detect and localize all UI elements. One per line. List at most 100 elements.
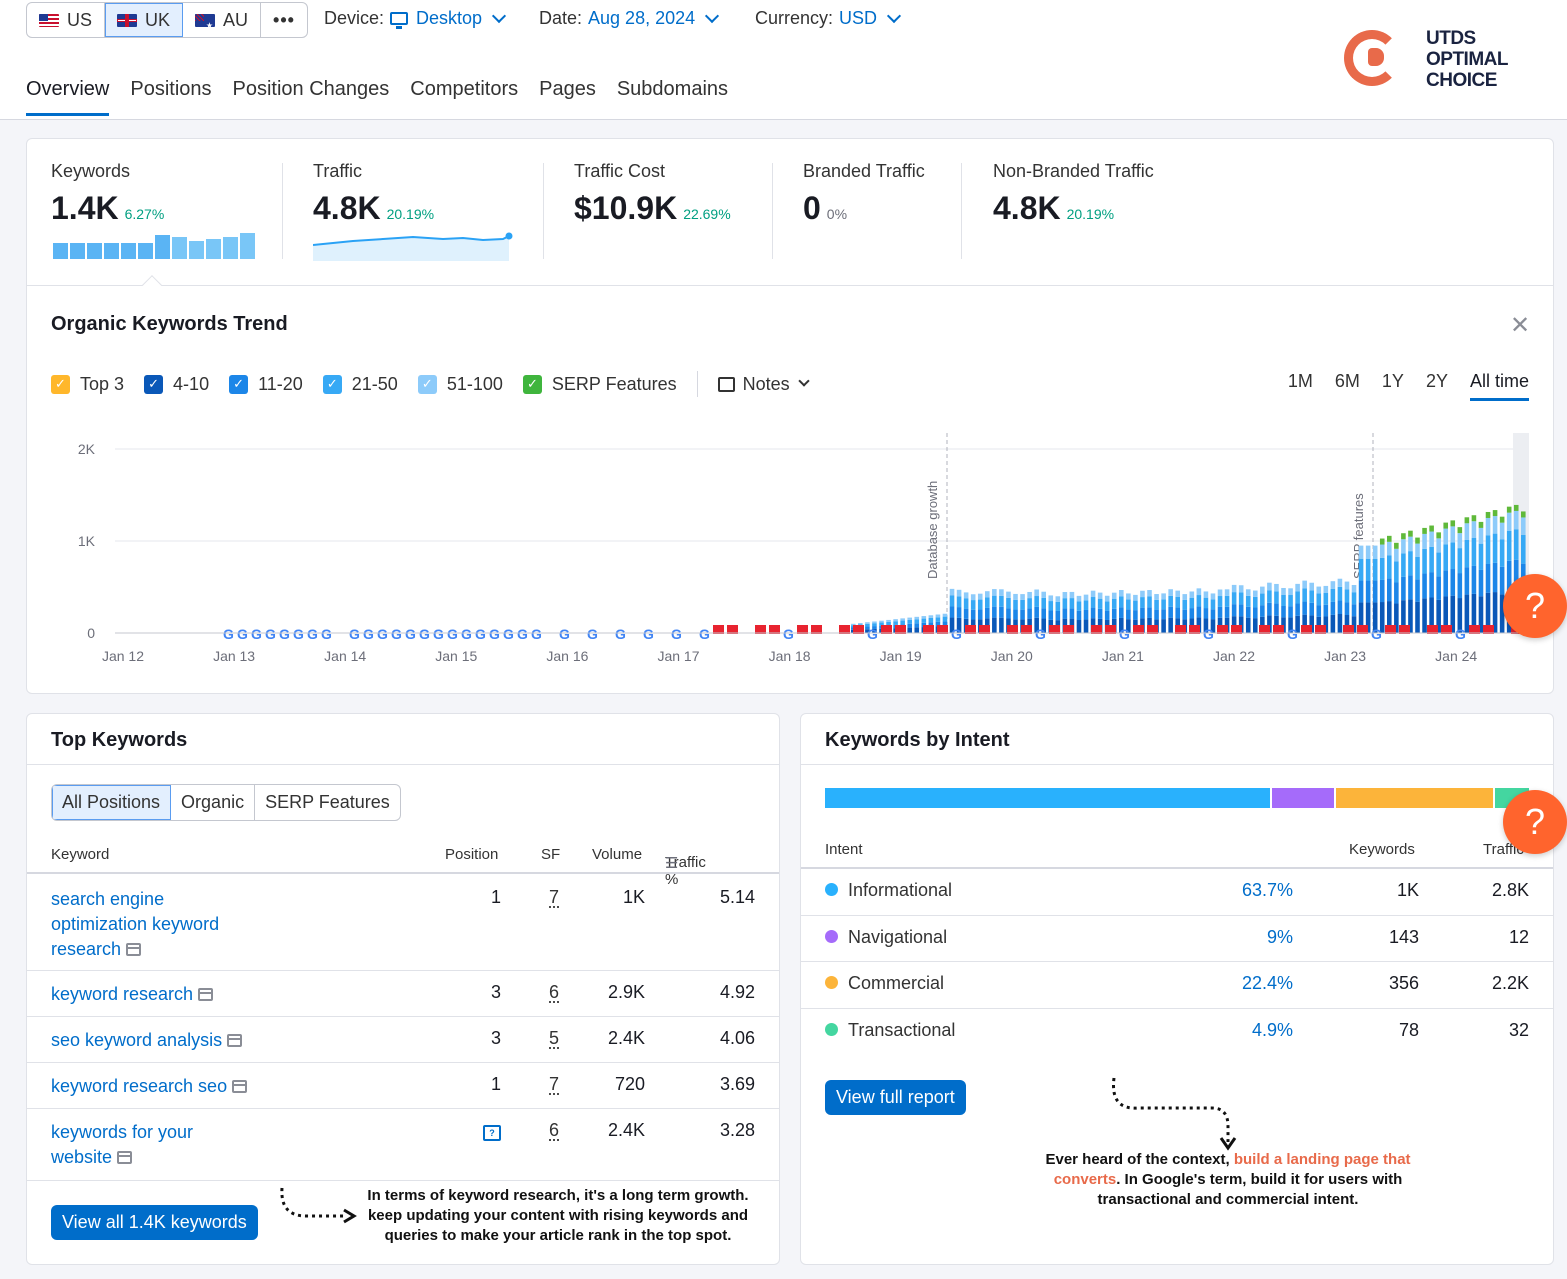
date-filter[interactable]: Date: Aug 28, 2024 xyxy=(539,8,721,29)
flag-marker xyxy=(1091,625,1102,634)
trend-bar xyxy=(1168,606,1173,618)
legend-21-50[interactable]: ✓ 21-50 xyxy=(322,374,398,395)
kpi-keywords[interactable]: Keywords 1.4K 6.27% xyxy=(51,161,165,226)
period-1y[interactable]: 1Y xyxy=(1381,371,1404,391)
period-2y[interactable]: 2Y xyxy=(1425,371,1448,391)
trend-bar xyxy=(985,591,990,598)
period-6m[interactable]: 6M xyxy=(1334,371,1360,391)
tab-positions[interactable]: Positions xyxy=(130,78,212,100)
trend-bar xyxy=(1260,593,1265,606)
tab-position-changes[interactable]: Position Changes xyxy=(232,78,390,100)
serp-snapshot-icon[interactable] xyxy=(117,1151,133,1164)
tab-competitors[interactable]: Competitors xyxy=(410,78,519,100)
serp-feature-bar xyxy=(1499,516,1505,523)
trend-bar xyxy=(900,620,905,625)
view-all-keywords-button[interactable]: View all 1.4K keywords xyxy=(51,1205,258,1240)
close-icon[interactable]: ✕ xyxy=(1510,312,1531,339)
trend-bar xyxy=(1302,580,1307,589)
trend-bar xyxy=(1365,580,1371,603)
serp-snapshot-icon[interactable] xyxy=(198,988,214,1001)
trend-bar xyxy=(1147,590,1152,597)
trend-bar xyxy=(942,621,948,627)
tab-pages[interactable]: Pages xyxy=(539,78,596,100)
kpi-traffic-cost[interactable]: Traffic Cost $10.9K 22.69% xyxy=(574,161,731,226)
flag-marker xyxy=(1189,625,1200,634)
keyword-link[interactable]: keyword research seo xyxy=(51,1074,371,1099)
mini-bar xyxy=(155,235,170,259)
help-button[interactable]: ? xyxy=(1503,574,1567,638)
serp-snapshot-icon[interactable] xyxy=(227,1034,243,1047)
trend-bar xyxy=(1161,609,1166,620)
segment-all-positions[interactable]: All Positions xyxy=(52,785,172,820)
trend-bar xyxy=(1372,558,1378,581)
keyword-link[interactable]: search engine optimization keyword resea… xyxy=(51,889,220,959)
period-all-time[interactable]: All time xyxy=(1469,371,1529,401)
trend-bar xyxy=(1281,594,1286,606)
more-databases-button[interactable]: ••• xyxy=(273,9,295,30)
flag-marker xyxy=(1385,625,1396,634)
trend-bar xyxy=(928,615,934,618)
keyword-link[interactable]: keyword research xyxy=(51,982,371,1007)
currency-filter[interactable]: Currency: USD xyxy=(755,8,903,29)
serp-feature-bar xyxy=(1492,510,1498,517)
kpi-non-branded-traffic[interactable]: Non-Branded Traffic 4.8K 20.19% xyxy=(993,161,1154,226)
database-uk-button[interactable]: UK xyxy=(105,3,184,37)
google-update-icon: G xyxy=(475,626,486,642)
intent-bar-segment[interactable] xyxy=(825,788,1270,808)
database-us-button[interactable]: US xyxy=(27,3,106,37)
serp-feature-bar xyxy=(1415,537,1420,544)
segment-organic[interactable]: Organic xyxy=(171,785,256,820)
segment-serp-features[interactable]: SERP Features xyxy=(265,792,390,812)
keyword-link[interactable]: seo keyword analysis xyxy=(51,1028,371,1053)
intent-bar-segment[interactable] xyxy=(1336,788,1493,808)
x-tick-label: Jan 24 xyxy=(1435,648,1477,664)
serp-snapshot-icon[interactable] xyxy=(126,943,142,956)
trend-bar xyxy=(999,589,1004,596)
trend-bar xyxy=(928,617,934,623)
flag-marker xyxy=(1427,625,1438,634)
tab-subdomains[interactable]: Subdomains xyxy=(616,78,729,100)
google-update-icon: G xyxy=(1203,626,1214,642)
kpi-traffic[interactable]: Traffic 4.8K 20.19% xyxy=(313,161,435,226)
trend-bar xyxy=(1196,595,1202,607)
trend-bar xyxy=(1196,606,1202,618)
trend-bar xyxy=(949,606,955,618)
flag-marker xyxy=(1021,625,1032,634)
trend-bar xyxy=(1182,609,1188,620)
mini-bar xyxy=(70,243,85,259)
trend-bar xyxy=(921,622,927,628)
serp-snapshot-icon[interactable] xyxy=(232,1080,248,1093)
feature-snippet-icon[interactable]: ? xyxy=(483,1125,501,1141)
y-tick-label: 0 xyxy=(87,625,95,641)
legend-serp-features[interactable]: ✓ SERP Features xyxy=(522,374,677,395)
trend-bar xyxy=(1323,616,1329,633)
mini-bar xyxy=(189,241,204,259)
trend-bar xyxy=(1394,561,1399,583)
legend-51-100[interactable]: ✓ 51-100 xyxy=(417,374,503,395)
trend-bar xyxy=(1485,592,1491,633)
keyword-link[interactable]: keywords for your website xyxy=(51,1122,194,1167)
trend-bar xyxy=(963,592,969,599)
legend-4-10[interactable]: ✓ 4-10 xyxy=(144,374,209,395)
tab-overview[interactable]: Overview xyxy=(26,78,110,116)
trend-bar xyxy=(1379,544,1385,558)
trend-bar xyxy=(1443,544,1449,571)
legend-11-20[interactable]: ✓ 11-20 xyxy=(229,374,303,395)
device-filter[interactable]: Device: Desktop xyxy=(324,8,508,29)
flag-marker xyxy=(895,625,906,634)
intent-row-transactional: Transactional 4.9% 78 32 xyxy=(801,1009,1553,1055)
period-1m[interactable]: 1M xyxy=(1287,371,1313,391)
period-selector: 1M 6M 1Y 2Y All time xyxy=(1288,371,1529,401)
help-button[interactable]: ? xyxy=(1503,790,1567,854)
trend-bar xyxy=(1111,608,1117,619)
view-full-report-button[interactable]: View full report xyxy=(825,1080,966,1115)
notes-dropdown[interactable]: Notes xyxy=(717,374,810,395)
kpi-branded-traffic[interactable]: Branded Traffic 0 0% xyxy=(803,161,925,226)
intent-bar-segment[interactable] xyxy=(1271,788,1335,808)
trend-bar xyxy=(1379,602,1385,633)
google-update-icon: G xyxy=(363,626,374,642)
trend-bar xyxy=(1443,528,1449,545)
trend-bar xyxy=(1443,570,1449,597)
legend-top3[interactable]: ✓ Top 3 xyxy=(51,374,124,395)
database-au-button[interactable]: AU xyxy=(183,3,262,37)
